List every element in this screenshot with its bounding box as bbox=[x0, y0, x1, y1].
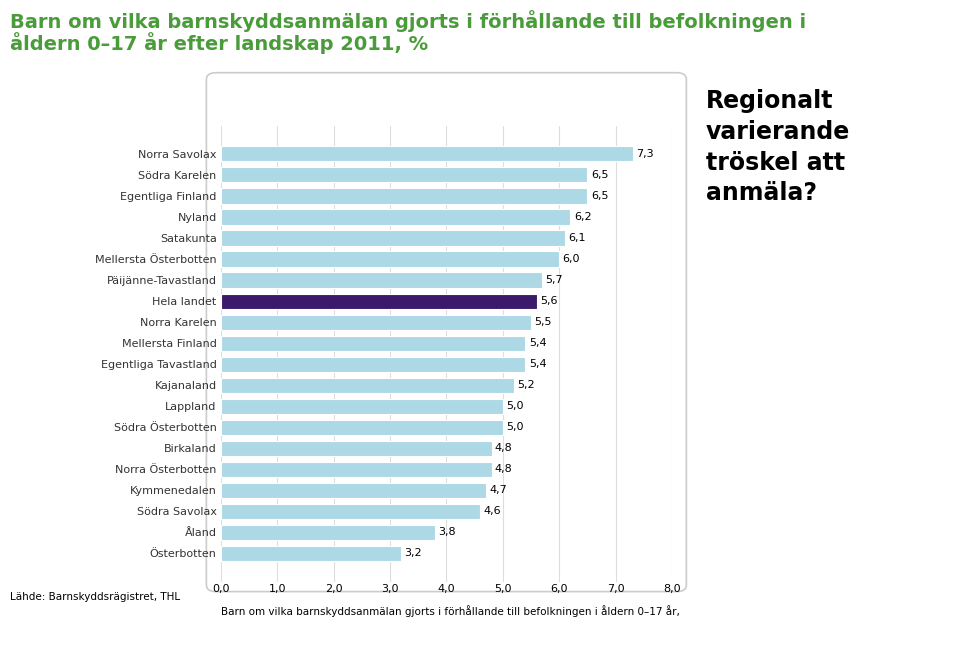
Text: Barn om vilka barnskyddsanmälan gjorts i förhållande till befolkningen i: Barn om vilka barnskyddsanmälan gjorts i… bbox=[10, 10, 805, 32]
Bar bbox=[221, 231, 564, 246]
Bar bbox=[221, 336, 525, 351]
Text: 4,7: 4,7 bbox=[490, 485, 507, 495]
Bar bbox=[221, 461, 492, 477]
Text: Lähde: Barnskyddsrägistret, THL: Lähde: Barnskyddsrägistret, THL bbox=[10, 592, 180, 602]
Text: 5,4: 5,4 bbox=[529, 338, 546, 348]
Text: 27.11.2012: 27.11.2012 bbox=[14, 634, 82, 646]
Bar bbox=[221, 167, 588, 182]
Text: 5,4: 5,4 bbox=[529, 359, 546, 369]
Text: 5,7: 5,7 bbox=[545, 275, 564, 285]
Text: Regionalt
varierande
tröskel att
anmäla?: Regionalt varierande tröskel att anmäla? bbox=[706, 89, 850, 205]
Text: 7,3: 7,3 bbox=[636, 149, 654, 159]
Bar bbox=[221, 146, 633, 161]
Text: 5,0: 5,0 bbox=[506, 422, 524, 432]
Text: Barnskydd 2011 – Statistikrapport 26/2012: Barnskydd 2011 – Statistikrapport 26/201… bbox=[352, 634, 608, 646]
Text: 3,8: 3,8 bbox=[439, 527, 456, 537]
Bar bbox=[221, 483, 486, 498]
Text: 6,1: 6,1 bbox=[568, 233, 586, 243]
Text: 6,0: 6,0 bbox=[563, 254, 580, 264]
Bar bbox=[221, 546, 401, 561]
Bar bbox=[221, 420, 503, 435]
Text: 5,6: 5,6 bbox=[540, 296, 558, 306]
Text: 6,5: 6,5 bbox=[590, 170, 609, 180]
Bar bbox=[221, 441, 492, 456]
Bar bbox=[221, 315, 531, 330]
Bar bbox=[221, 293, 537, 309]
Text: 5,2: 5,2 bbox=[517, 380, 535, 390]
Text: Barn om vilka barnskyddsanmälan gjorts i förhållande till befolkningen i åldern : Barn om vilka barnskyddsanmälan gjorts i… bbox=[221, 605, 680, 617]
Text: 6,5: 6,5 bbox=[590, 191, 609, 201]
Bar bbox=[221, 210, 570, 225]
Text: 4,8: 4,8 bbox=[495, 464, 513, 475]
Text: 4,8: 4,8 bbox=[495, 444, 513, 453]
Bar bbox=[221, 525, 435, 540]
Text: 5,5: 5,5 bbox=[535, 317, 552, 327]
Text: 5,0: 5,0 bbox=[506, 401, 524, 411]
Bar bbox=[221, 399, 503, 414]
Bar bbox=[221, 188, 588, 204]
Bar bbox=[221, 251, 559, 266]
Text: 8: 8 bbox=[938, 634, 946, 646]
Bar bbox=[221, 504, 480, 519]
Bar bbox=[221, 377, 515, 393]
Bar bbox=[221, 356, 525, 371]
Text: 3,2: 3,2 bbox=[405, 549, 422, 559]
Bar bbox=[221, 272, 542, 288]
Text: 4,6: 4,6 bbox=[484, 506, 501, 516]
Text: 6,2: 6,2 bbox=[574, 212, 591, 222]
Text: åldern 0–17 år efter landskap 2011, %: åldern 0–17 år efter landskap 2011, % bbox=[10, 32, 428, 54]
